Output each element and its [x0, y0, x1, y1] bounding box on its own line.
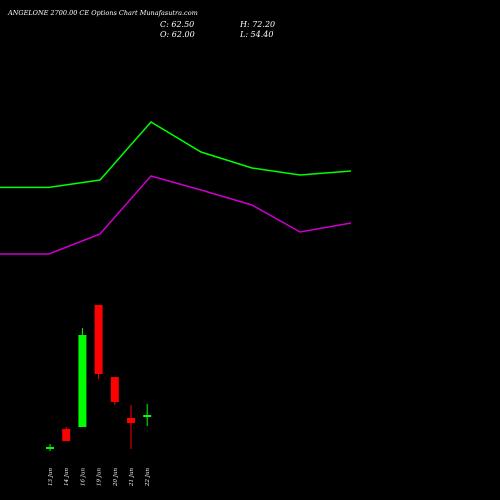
candle-body [143, 415, 152, 417]
candle-body [46, 447, 54, 449]
candle-body [78, 335, 87, 427]
bands-layer [0, 121, 352, 255]
x-axis-labels: 13 Jun 14 Jun 16 Jun 19 Jun 20 Jun 21 Jun 22 J… [48, 468, 151, 487]
low-value: L: 54.40 [239, 30, 273, 39]
chart-title: ANGELONE 2700.00 CE Options Chart Munafa… [7, 9, 198, 17]
x-tick-label: 16 Jun [80, 468, 86, 486]
close-value: C: 62.50 [160, 20, 194, 29]
candle-body [94, 305, 103, 374]
candles-layer [46, 305, 152, 451]
lower-band-line [0, 175, 352, 255]
open-value: O: 62.00 [160, 30, 195, 39]
x-tick-label: 22 Jun [145, 468, 151, 487]
candle-body [62, 429, 71, 441]
x-tick-label: 20 Jun [113, 468, 119, 487]
x-tick-label: 14 Jun [64, 468, 70, 486]
x-tick-label: 19 Jun [97, 468, 103, 486]
candle-body [110, 377, 119, 402]
x-tick-label: 21 Jun [129, 468, 135, 487]
high-value: H: 72.20 [239, 20, 275, 29]
upper-band-line [0, 121, 352, 189]
candle-body [127, 418, 135, 423]
x-tick-label: 13 Jun [48, 468, 54, 486]
